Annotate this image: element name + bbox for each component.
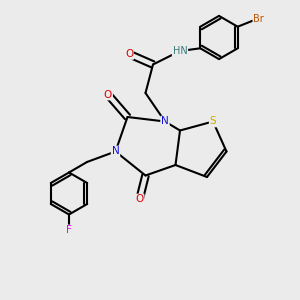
Text: F: F — [66, 225, 72, 236]
Text: O: O — [125, 49, 133, 59]
Text: S: S — [210, 116, 216, 127]
Text: O: O — [135, 194, 144, 205]
Text: N: N — [112, 146, 119, 157]
Text: Br: Br — [253, 14, 264, 24]
Text: HN: HN — [172, 46, 188, 56]
Text: N: N — [161, 116, 169, 127]
Text: O: O — [104, 89, 112, 100]
